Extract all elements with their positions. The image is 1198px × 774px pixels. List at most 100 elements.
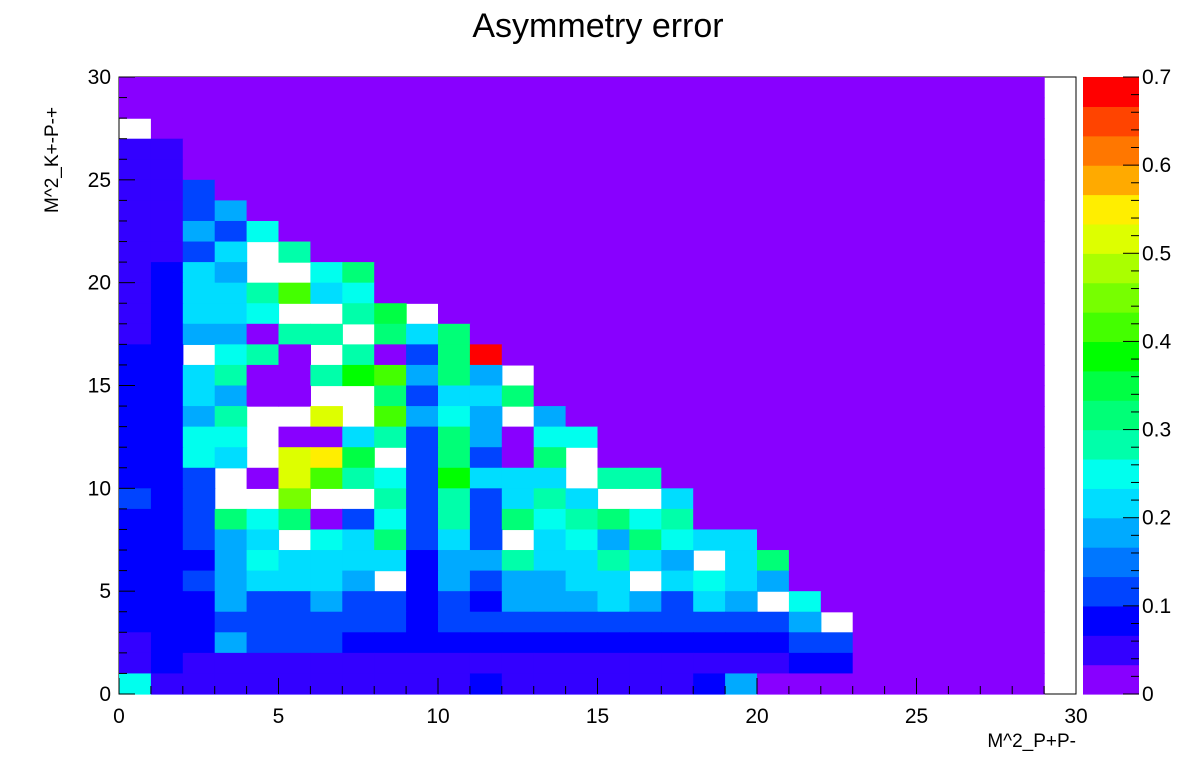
heatmap-cell (948, 550, 981, 572)
heatmap-cell (406, 632, 439, 654)
heatmap-cell (629, 632, 662, 654)
heatmap-cell (693, 323, 726, 345)
heatmap-cell (214, 220, 248, 243)
heatmap-cell (469, 220, 503, 243)
heatmap-cell (533, 344, 567, 366)
heatmap-cell (980, 97, 1013, 119)
heatmap-cell (469, 611, 503, 633)
heatmap-cell (310, 508, 343, 531)
heatmap-cell (693, 77, 726, 99)
heatmap-cell (820, 364, 854, 387)
heatmap-cell (310, 652, 343, 675)
heatmap-cell (533, 282, 567, 304)
heatmap-cell (310, 138, 343, 160)
heatmap-cell (406, 529, 439, 551)
heatmap-cell (438, 488, 471, 510)
colorbar-segment (1083, 77, 1139, 107)
heatmap-cell (182, 138, 216, 160)
heatmap-cell (438, 179, 471, 201)
heatmap-cell (150, 220, 184, 243)
heatmap-cell (884, 488, 918, 510)
heatmap-cell (246, 323, 280, 345)
heatmap-cell (533, 570, 567, 592)
heatmap-cell (852, 632, 886, 654)
heatmap-cell (820, 200, 854, 222)
x-tick-label: 20 (745, 705, 768, 728)
colorbar-tick-label: 0.4 (1142, 330, 1172, 353)
heatmap-cell (725, 200, 758, 222)
heatmap-cell (182, 282, 216, 304)
heatmap-cell (342, 611, 375, 633)
heatmap-cell (406, 673, 439, 695)
heatmap-cell (661, 282, 694, 304)
heatmap-cell (119, 673, 152, 695)
heatmap-cell (980, 138, 1013, 160)
heatmap-cell (119, 529, 152, 551)
heatmap-cell (980, 406, 1013, 428)
heatmap-cell (788, 447, 822, 469)
heatmap-cell (278, 364, 311, 387)
heatmap-cell (469, 673, 503, 695)
heatmap-cell (150, 447, 184, 469)
heatmap-cell (916, 611, 949, 633)
heatmap-cell (629, 262, 662, 284)
heatmap-cell (788, 77, 822, 99)
heatmap-cell (182, 77, 216, 99)
heatmap-cell (884, 364, 918, 387)
heatmap-cell (501, 118, 535, 140)
heatmap-cells (119, 77, 1045, 695)
heatmap-cell (1012, 447, 1045, 469)
heatmap-cell (406, 97, 439, 119)
heatmap-cell (916, 529, 949, 551)
heatmap-cell (246, 200, 280, 222)
heatmap-cell (501, 159, 535, 181)
heatmap-cell (469, 118, 503, 140)
heatmap-cell (725, 611, 758, 633)
heatmap-cell (438, 97, 471, 119)
heatmap-cell (1012, 467, 1045, 489)
heatmap-cell (246, 591, 280, 613)
heatmap-cell (757, 303, 790, 325)
heatmap-cell (597, 550, 630, 572)
heatmap-cell (725, 550, 758, 572)
heatmap-cell (150, 97, 184, 119)
heatmap-cell (948, 488, 981, 510)
heatmap-cell (852, 364, 886, 387)
heatmap-cell (1012, 179, 1045, 201)
y-tick-label: 10 (88, 477, 111, 500)
heatmap-cell (565, 570, 599, 592)
heatmap-cell (629, 673, 662, 695)
heatmap-cell (788, 632, 822, 654)
heatmap-cell (565, 159, 599, 181)
heatmap-cell (119, 77, 152, 99)
heatmap-cell (342, 673, 375, 695)
heatmap-cell (725, 632, 758, 654)
heatmap-cell (438, 303, 471, 325)
heatmap-cell (501, 344, 535, 366)
heatmap-cell (820, 179, 854, 201)
heatmap-cell (980, 550, 1013, 572)
heatmap-cell (278, 97, 311, 119)
heatmap-cell (119, 282, 152, 304)
heatmap-cell (852, 200, 886, 222)
heatmap-cell (948, 570, 981, 592)
heatmap-cell (725, 323, 758, 345)
heatmap-cell (533, 591, 567, 613)
x-tick-label: 30 (1064, 705, 1087, 728)
heatmap-cell (629, 550, 662, 572)
heatmap-cell (948, 179, 981, 201)
heatmap-cell (597, 179, 630, 201)
heatmap-cell (374, 200, 407, 222)
heatmap-cell (916, 673, 949, 695)
colorbar-segment (1083, 400, 1139, 431)
heatmap-cell (150, 159, 184, 181)
heatmap-cell (565, 406, 599, 428)
heatmap-cell (182, 488, 216, 510)
heatmap-cell (948, 406, 981, 428)
heatmap-cell (533, 241, 567, 263)
heatmap-cell (533, 488, 567, 510)
heatmap-cell (246, 220, 280, 243)
heatmap-cell (310, 97, 343, 119)
heatmap-cell (469, 138, 503, 160)
heatmap-cell (884, 591, 918, 613)
